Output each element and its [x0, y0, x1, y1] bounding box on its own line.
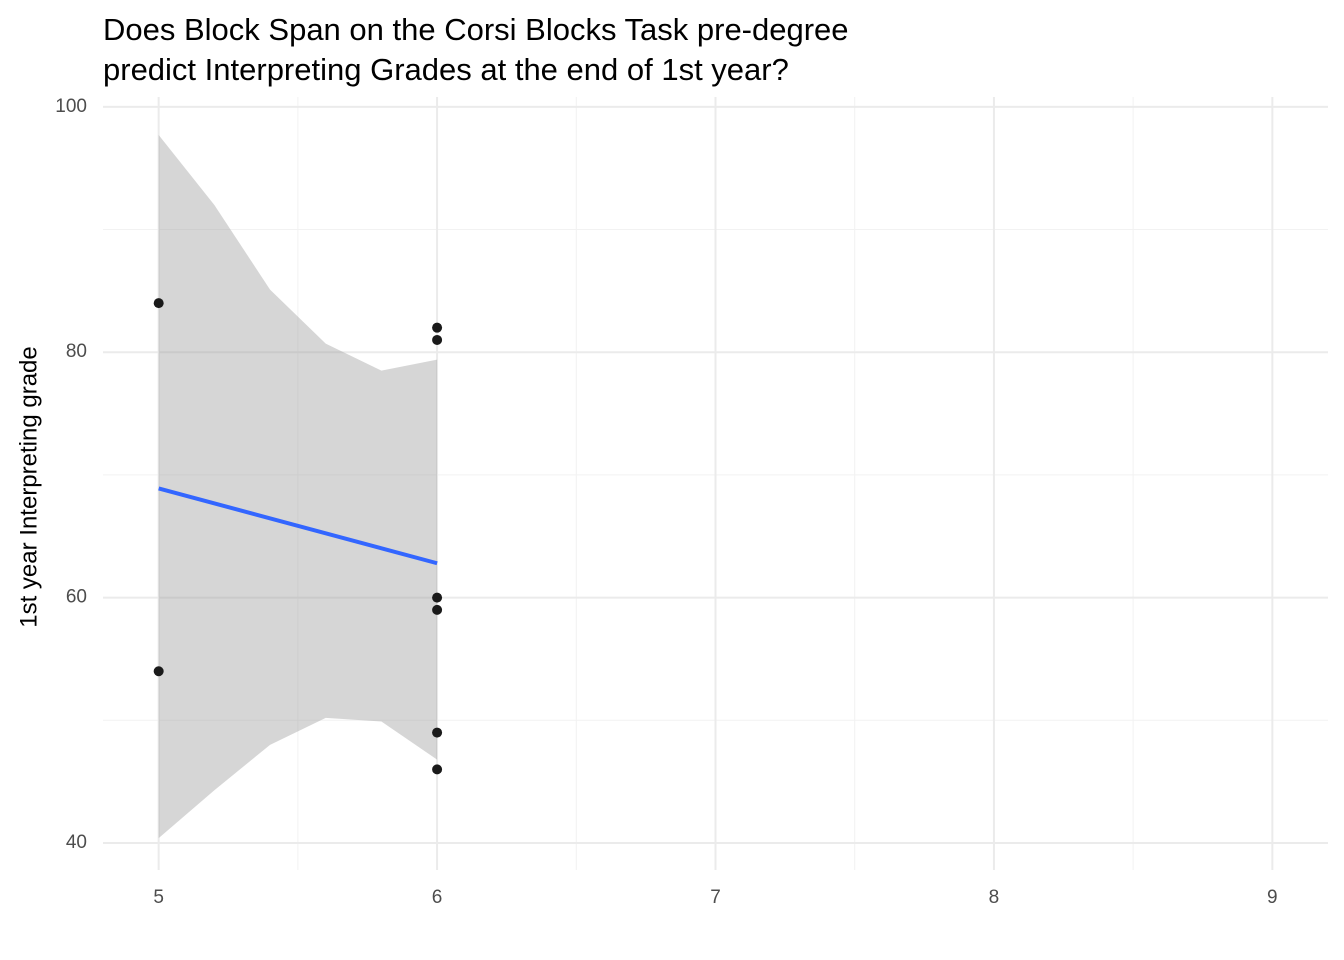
x-tick-label: 7 [710, 887, 721, 908]
x-tick-label: 8 [989, 887, 1000, 908]
point [432, 592, 443, 603]
y-tick-label: 100 [55, 96, 87, 117]
chart-title: Does Block Span on the Corsi Blocks Task… [103, 12, 849, 47]
x-tick-label: 9 [1267, 887, 1278, 908]
point [153, 298, 164, 309]
point [432, 727, 443, 738]
point [432, 764, 443, 775]
chart-title: predict Interpreting Grades at the end o… [103, 52, 789, 87]
y-axis-label: 1st year Interpreting grade [15, 346, 42, 628]
y-tick-label: 80 [66, 341, 87, 362]
point [153, 666, 164, 677]
x-tick-label: 5 [153, 887, 164, 908]
confidence-band [158, 135, 438, 839]
y-tick-label: 40 [66, 832, 87, 853]
fit-line [158, 486, 438, 566]
y-tick-label: 60 [66, 587, 87, 608]
x-tick-label: 6 [432, 887, 443, 908]
point [432, 604, 443, 615]
point [432, 322, 443, 333]
point [432, 334, 443, 345]
